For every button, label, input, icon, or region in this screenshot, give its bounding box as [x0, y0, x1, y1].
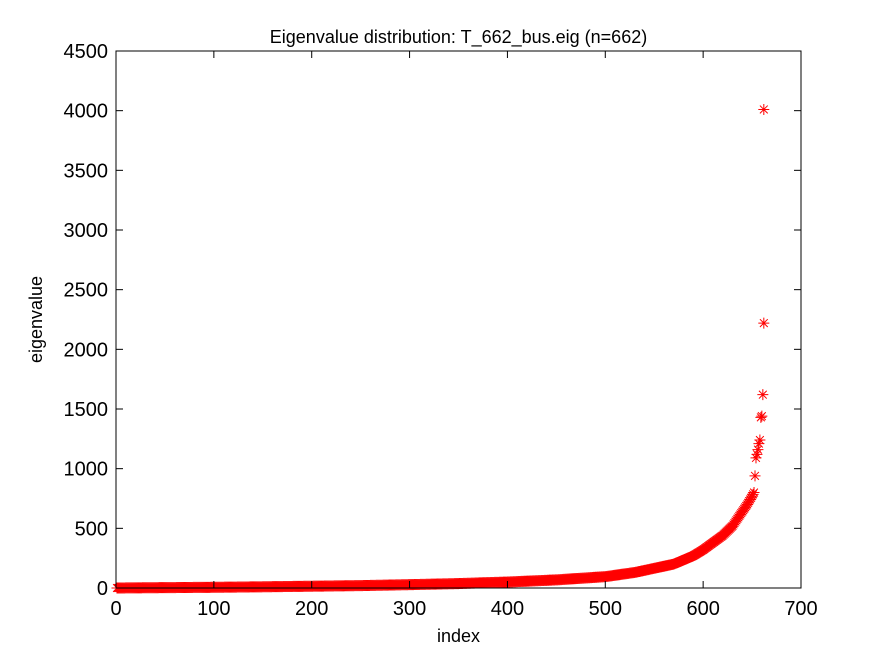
- x-tick-label: 500: [589, 598, 622, 620]
- data-point: [748, 487, 760, 499]
- x-tick-label: 400: [491, 598, 524, 620]
- x-tick-label: 300: [393, 598, 426, 620]
- y-tick-label: 3000: [64, 220, 109, 242]
- x-tick-label: 0: [110, 598, 121, 620]
- plot-frame: [115, 50, 802, 589]
- y-tick-label: 1000: [64, 459, 109, 481]
- x-axis-label: index: [437, 626, 480, 646]
- data-point: [747, 488, 759, 500]
- y-tick-label: 3500: [64, 160, 109, 182]
- data-point: [752, 444, 764, 456]
- data-point: [749, 470, 761, 482]
- y-axis-label: eigenvalue: [26, 276, 46, 363]
- data-point: [751, 448, 763, 460]
- data-point: [746, 490, 758, 502]
- x-tick-label: 100: [197, 598, 230, 620]
- data-point: [750, 452, 762, 464]
- chart-title: Eigenvalue distribution: T_662_bus.eig (…: [270, 27, 647, 48]
- data-point: [758, 317, 770, 329]
- y-tick-label: 4000: [64, 101, 109, 123]
- data-point: [756, 410, 768, 422]
- x-tick-label: 700: [784, 598, 817, 620]
- y-tick-label: 500: [75, 518, 108, 540]
- x-tick-label: 600: [686, 598, 719, 620]
- data-point: [758, 103, 770, 115]
- y-tick-label: 2500: [64, 280, 109, 302]
- y-tick-label: 4500: [64, 41, 109, 63]
- data-point: [753, 438, 765, 450]
- data-point: [754, 434, 766, 446]
- data-point: [757, 389, 769, 401]
- x-tick-label: 200: [295, 598, 328, 620]
- y-tick-label: 1500: [64, 399, 109, 421]
- y-tick-label: 0: [97, 578, 108, 600]
- axis-ticks: 0 100 200 300 400 500 600 700 0 500 1000 1500 2000 25…: [64, 41, 818, 620]
- y-tick-label: 2000: [64, 339, 109, 361]
